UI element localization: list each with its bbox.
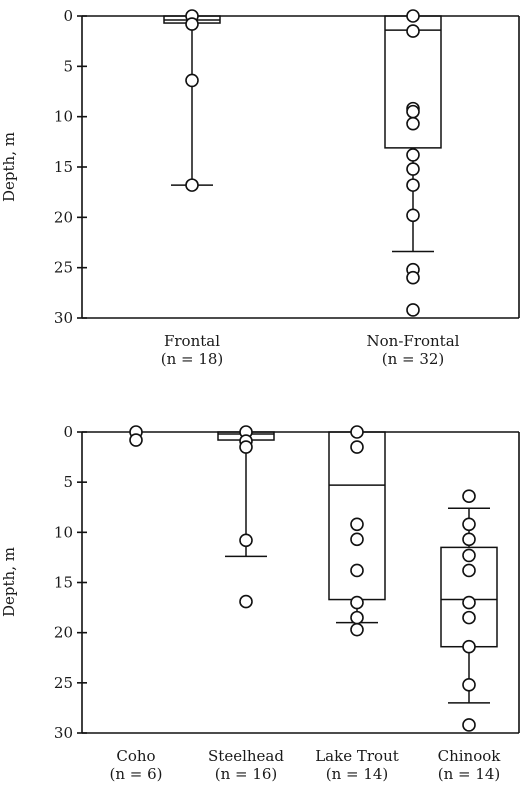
chart-2-y-axis-title: Depth, m [0, 547, 18, 617]
chart-2-chinook-n-label: (n = 14) [438, 765, 501, 783]
chart-1-ytick-label-4: 20 [54, 208, 73, 226]
chart-2-steelhead-n-label: (n = 16) [215, 765, 278, 783]
chart-1-non-frontal-point-3 [406, 104, 420, 119]
chart-2-lake-trout-point-0 [350, 425, 364, 439]
chart-1-non-frontal-point-5 [406, 148, 420, 162]
chart-2-lake-trout-n-label: (n = 14) [326, 765, 389, 783]
chart-2-ytick-label-5: 25 [54, 674, 73, 692]
chart-1-ytick-label-6: 30 [54, 309, 73, 327]
chart-2-lake-trout-point-7 [350, 622, 364, 637]
chart-1-frontal-label: Frontal [164, 332, 220, 350]
chart-1-frontal-n-label: (n = 18) [161, 350, 224, 368]
chart-1-frontal-point-1 [185, 17, 199, 31]
chart-1-non-frontal-point-4 [406, 116, 420, 131]
chart-1-non-frontal-label: Non-Frontal [367, 332, 460, 350]
chart-1-ytick-label-0: 0 [63, 7, 73, 25]
chart-2-ytick-label-3: 15 [54, 574, 73, 592]
chart-2-coho-n-label: (n = 6) [109, 765, 162, 783]
chart-1-non-frontal-point-10 [406, 270, 420, 285]
chart-1-non-frontal-point-8 [406, 208, 420, 223]
chart-1-non-frontal-point-1 [406, 24, 420, 38]
chart-2-lake-trout-point-1 [350, 440, 364, 454]
chart-1-frontal-point-3 [185, 178, 199, 192]
chart-2-steelhead-point-3 [239, 533, 253, 548]
chart-2-chinook-point-4 [462, 563, 476, 578]
chart-2-chinook-point-0 [462, 489, 476, 504]
chart-1-ytick-label-1: 5 [63, 57, 73, 75]
chart-2-steelhead-point-2 [239, 440, 253, 454]
chart-2-coho-label: Coho [116, 747, 155, 765]
chart-2-steelhead-point-4 [239, 594, 253, 609]
chart-2-lake-trout-label: Lake Trout [315, 747, 399, 765]
chart-2-coho-point-1 [129, 433, 143, 447]
chart-1-ytick-label-3: 15 [54, 158, 73, 176]
chart-1-ytick-label-2: 10 [54, 108, 73, 126]
chart-2-chinook-point-8 [462, 678, 476, 692]
chart-2-lake-trout-point-4 [350, 563, 364, 578]
chart-1-frontal-point-2 [185, 73, 199, 88]
chart-2-chinook-point-3 [462, 548, 476, 563]
chart-2-lake-trout-point-2 [350, 517, 364, 532]
chart-2-chinook-point-9 [462, 718, 476, 732]
chart-2-chinook-point-1 [462, 517, 476, 532]
chart-1-non-frontal-point-0 [406, 9, 420, 23]
chart-1-non-frontal-point-6 [406, 162, 420, 176]
chart-1-non-frontal-n-label: (n = 32) [382, 350, 445, 368]
chart-2-chinook-point-6 [462, 610, 476, 625]
chart-2-ytick-label-0: 0 [63, 423, 73, 441]
chart-2-lake-trout-point-5 [350, 595, 364, 610]
chart-2-chinook-point-5 [462, 595, 476, 610]
chart-1-y-axis-title: Depth, m [0, 132, 18, 202]
chart-2-steelhead-label: Steelhead [208, 747, 284, 765]
chart-2-ytick-label-6: 30 [54, 724, 73, 742]
chart-2-chinook-label: Chinook [438, 747, 502, 765]
chart-2-ytick-label-2: 10 [54, 523, 73, 541]
chart-1-non-frontal-point-7 [406, 178, 420, 192]
chart-2-ytick-label-4: 20 [54, 624, 73, 642]
chart-1-ytick-label-5: 25 [54, 259, 73, 277]
chart-2-ytick-label-1: 5 [63, 473, 73, 491]
chart-2-chinook-point-2 [462, 532, 476, 547]
chart-2-lake-trout-point-3 [350, 532, 364, 547]
chart-2-chinook-point-7 [462, 639, 476, 654]
chart-2-lake-trout-point-6 [350, 610, 364, 625]
chart-1-non-frontal-point-11 [406, 303, 420, 317]
